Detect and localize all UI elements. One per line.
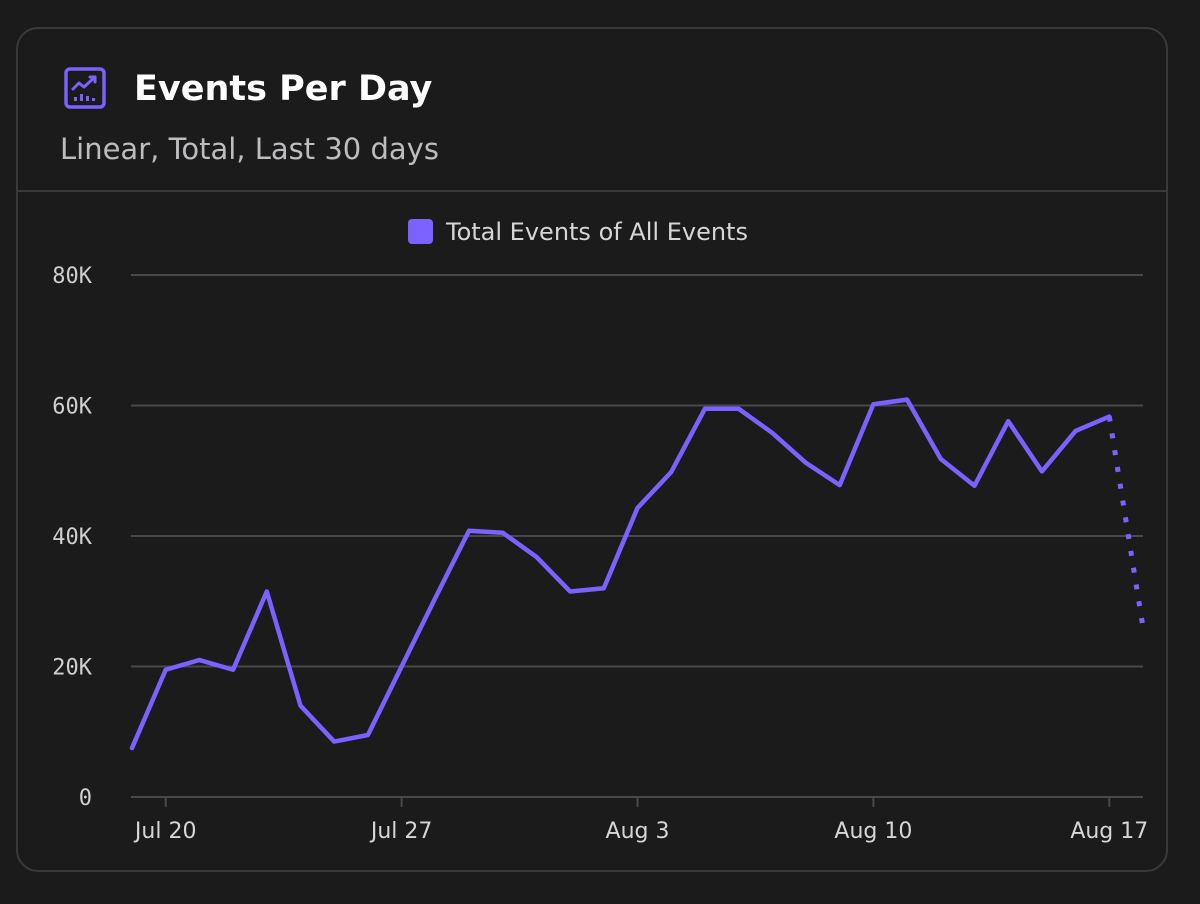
chart-title: Events Per Day (134, 69, 433, 109)
y-tick-label: 0 (79, 786, 92, 811)
card-header: Events Per Day Linear, Total, Last 30 da… (18, 29, 1166, 192)
chart-subtitle: Linear, Total, Last 30 days (60, 132, 439, 166)
x-tick-label: Aug 10 (834, 819, 912, 844)
x-tick-label: Aug 3 (606, 819, 670, 844)
y-tick-label: 60K (52, 395, 92, 420)
y-tick-label: 80K (52, 264, 92, 289)
series-line (129, 397, 1112, 751)
legend-label: Total Events of All Events (445, 218, 748, 246)
x-tick-label: Jul 20 (133, 819, 197, 844)
x-tick-label: Jul 27 (369, 819, 433, 844)
x-tick-label: Aug 17 (1070, 819, 1148, 844)
y-tick-label: 20K (52, 656, 92, 681)
y-tick-label: 40K (52, 525, 92, 550)
legend-swatch (408, 219, 433, 244)
series-line-partial (1106, 416, 1146, 628)
chart-card: Events Per Day Linear, Total, Last 30 da… (16, 27, 1168, 872)
line-chart-icon (64, 67, 106, 109)
